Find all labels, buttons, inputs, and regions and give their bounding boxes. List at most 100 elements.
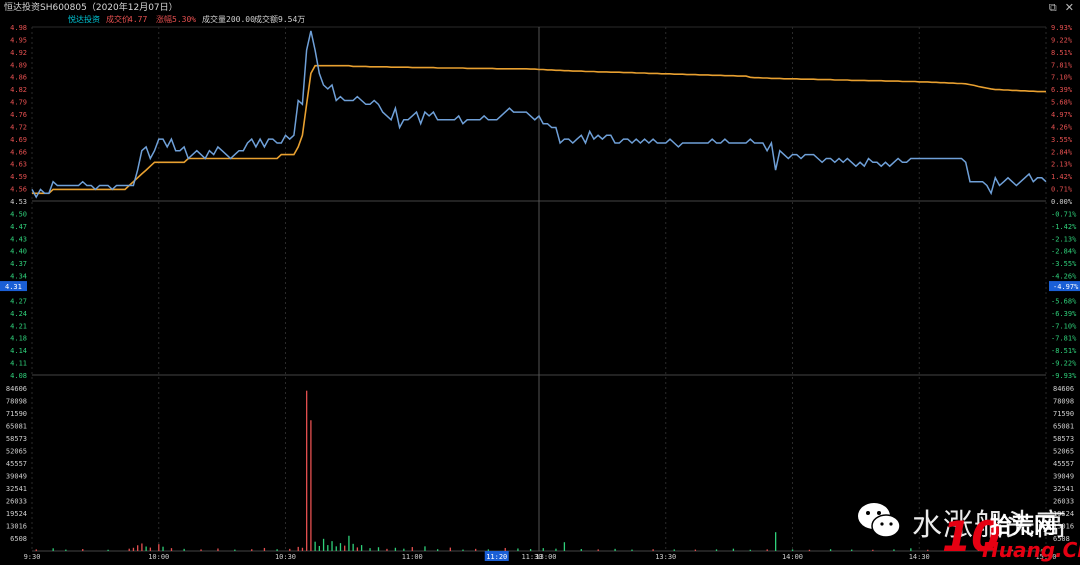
time-tick-label: 11:00 bbox=[402, 553, 423, 561]
time-tick-label: 11:30 bbox=[521, 553, 542, 561]
pct-tick-label: -9.93% bbox=[1051, 372, 1077, 380]
volume-tick-label-left: 26033 bbox=[6, 498, 27, 506]
price-tick-label: 4.63 bbox=[10, 161, 27, 169]
volume-bar bbox=[411, 547, 413, 551]
volume-bar bbox=[137, 545, 139, 551]
volume-bar bbox=[517, 548, 519, 551]
volume-bar bbox=[715, 549, 718, 551]
volume-bar bbox=[331, 541, 333, 551]
price-tick-label: 4.59 bbox=[10, 173, 27, 181]
pct-tick-label: -2.84% bbox=[1051, 248, 1077, 256]
price-axis-left: 4.98 4.95 4.92 4.89 4.86 4.82 4.79 4.76 4.72 4.69… bbox=[10, 24, 27, 380]
pct-tick-label: 2.13% bbox=[1051, 161, 1073, 169]
volume-bars bbox=[35, 390, 1043, 551]
volume-bar bbox=[314, 541, 316, 551]
pct-tick-label: 4.97% bbox=[1051, 111, 1073, 119]
volume-bar bbox=[475, 548, 477, 551]
pct-tick-label: -0.71% bbox=[1051, 210, 1077, 218]
pct-tick-label: 1.42% bbox=[1051, 173, 1073, 181]
pct-tick-label: -2.13% bbox=[1051, 235, 1077, 243]
chart-header: 恒达投资SH600805（2020年12月07日） 悦达投资 成交价 4.77 … bbox=[4, 1, 305, 24]
pct-tick-label: 6.39% bbox=[1051, 86, 1073, 94]
volume-bar bbox=[977, 549, 980, 551]
volume-tick-label-right: 78098 bbox=[1053, 398, 1074, 406]
amount-label: 成交额 bbox=[254, 14, 278, 24]
price-tick-label: 4.66 bbox=[10, 148, 27, 156]
volume-bar bbox=[893, 549, 895, 551]
volume-bar bbox=[149, 547, 151, 551]
volume-tick-label-right: 84606 bbox=[1053, 385, 1074, 393]
volume-bar bbox=[694, 549, 697, 551]
price-tick-label: 4.53 bbox=[10, 198, 27, 206]
price-tick-label: 4.14 bbox=[10, 347, 27, 355]
volume-bar bbox=[322, 538, 325, 551]
pct-tick-label: 0.71% bbox=[1051, 186, 1073, 194]
change-value: 5.30% bbox=[172, 15, 196, 24]
pct-tick-label: -7.10% bbox=[1051, 322, 1077, 330]
volume-bar bbox=[872, 549, 874, 551]
volume-bar bbox=[263, 547, 266, 551]
volume-bar bbox=[200, 549, 202, 551]
volume-tick-label-left: 45557 bbox=[6, 460, 27, 468]
volume-bar bbox=[808, 549, 811, 551]
volume-bar bbox=[580, 549, 582, 551]
volume-bar bbox=[348, 535, 350, 551]
volume-bar bbox=[158, 544, 160, 551]
price-value: 4.77 bbox=[128, 15, 147, 24]
price-label: 成交价 bbox=[106, 14, 130, 24]
change-label: 涨幅 bbox=[156, 14, 172, 24]
watermark-brand-en: Huang.CN bbox=[982, 538, 1080, 562]
volume-bar bbox=[327, 545, 329, 551]
volume-bar bbox=[910, 548, 912, 551]
volume-tick-label-left: 65081 bbox=[6, 423, 27, 431]
restore-icon[interactable]: ⧉ bbox=[1048, 1, 1057, 14]
watermark-account: 水涨船头高 bbox=[912, 508, 1067, 543]
pct-tick-label: -7.81% bbox=[1051, 335, 1077, 343]
volume-bar bbox=[132, 547, 135, 551]
volume-tick-label-right: 13016 bbox=[1053, 523, 1074, 531]
watermark-brand-number: 10 bbox=[942, 512, 1001, 561]
price-tick-label: 4.95 bbox=[10, 36, 27, 44]
time-tick-label: 13:00 bbox=[535, 553, 556, 561]
volume-bar bbox=[234, 549, 236, 551]
volume-bar bbox=[301, 547, 304, 551]
volume-bar bbox=[504, 547, 506, 551]
volume-bar bbox=[356, 547, 359, 551]
volume-bar bbox=[529, 549, 532, 551]
volume-bar bbox=[318, 545, 320, 551]
close-icon[interactable]: ✕ bbox=[1064, 1, 1074, 14]
volume-bar bbox=[1011, 549, 1013, 551]
volume-bar bbox=[251, 549, 253, 551]
volume-tick-label-left: 6508 bbox=[10, 535, 27, 543]
volume-tick-label-left: 78098 bbox=[6, 398, 27, 406]
time-tick-label: 14:00 bbox=[782, 553, 803, 561]
watermark-brand-cn: 拾荒网 bbox=[990, 514, 1057, 539]
volume-bar bbox=[424, 546, 426, 551]
volume-bar bbox=[994, 548, 996, 551]
pct-tick-label: -4.26% bbox=[1051, 273, 1077, 281]
time-tick-label: 14:30 bbox=[909, 553, 930, 561]
volume-tick-label-right: 32541 bbox=[1053, 485, 1074, 493]
volume-bar bbox=[614, 548, 616, 551]
volume-bar bbox=[631, 549, 633, 551]
volume-bar bbox=[791, 549, 794, 551]
volume-bar bbox=[352, 543, 354, 551]
volume-bar bbox=[65, 549, 67, 551]
price-tick-label: 4.18 bbox=[10, 335, 27, 343]
pct-tick-label: -1.42% bbox=[1051, 223, 1077, 231]
volume-bar bbox=[829, 549, 832, 551]
price-tick-label: 4.37 bbox=[10, 260, 27, 268]
cursor-price-label: 4.31 bbox=[5, 283, 22, 291]
volume-bar bbox=[289, 548, 291, 551]
volume-bar bbox=[673, 549, 675, 551]
volume-tick-label-right: 52065 bbox=[1053, 448, 1074, 456]
volume-bar bbox=[35, 549, 37, 551]
volume-label: 成交量 bbox=[202, 14, 226, 24]
volume-bar bbox=[1041, 549, 1043, 551]
volume-tick-label-right: 19524 bbox=[1053, 510, 1074, 518]
time-tick-label: 10:00 bbox=[148, 553, 169, 561]
volume-bar bbox=[306, 390, 308, 551]
